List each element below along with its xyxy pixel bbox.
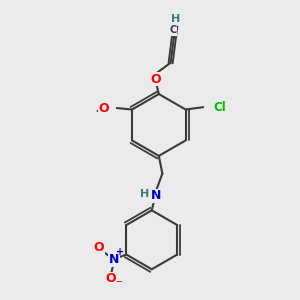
Text: H: H	[140, 189, 149, 199]
Text: Cl: Cl	[213, 101, 226, 114]
Text: N: N	[109, 253, 119, 266]
Text: +: +	[116, 248, 124, 257]
Text: O: O	[150, 73, 160, 86]
Text: O: O	[93, 241, 104, 254]
Text: N: N	[150, 189, 161, 202]
Text: ⁻: ⁻	[115, 278, 122, 291]
Text: C: C	[169, 25, 177, 35]
Text: O: O	[105, 272, 116, 286]
Text: O: O	[98, 101, 109, 115]
Text: H: H	[171, 14, 181, 24]
